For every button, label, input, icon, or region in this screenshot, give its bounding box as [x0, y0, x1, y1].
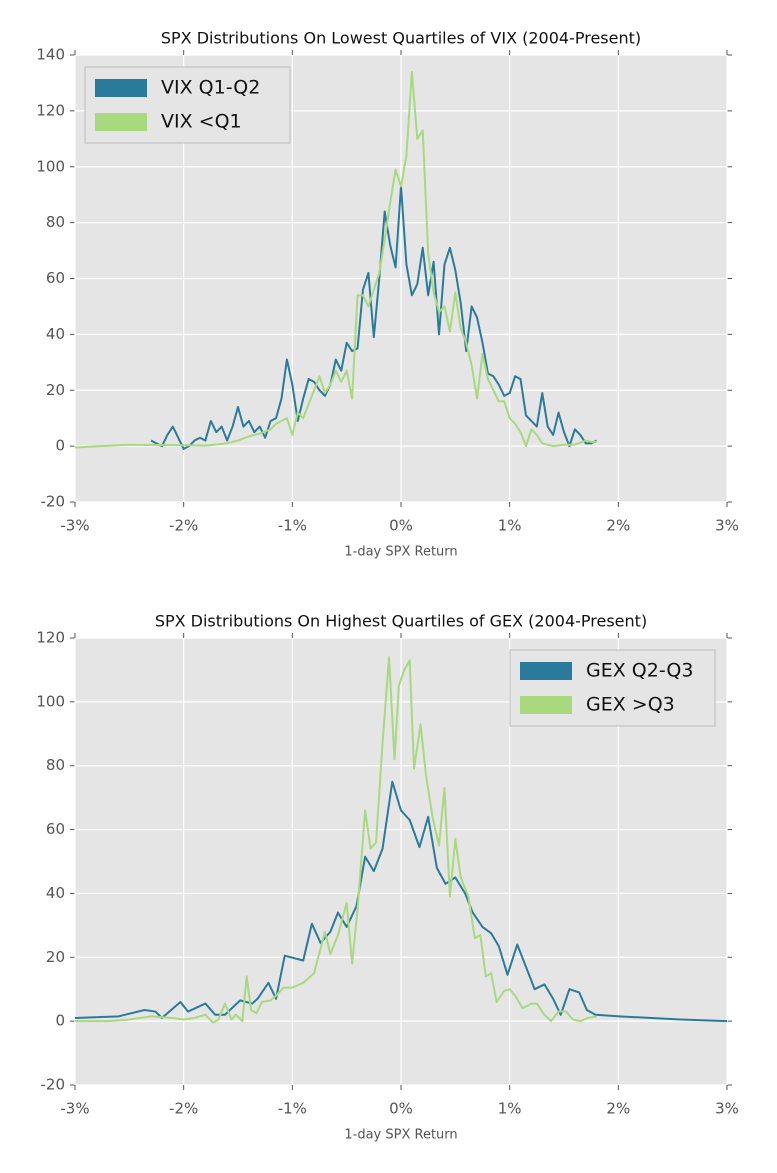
x-tick-label: 1% — [498, 517, 522, 535]
legend-label: VIX <Q1 — [161, 111, 242, 133]
x-tick-label: 2% — [606, 1100, 630, 1118]
chart: -20 0 20 40 60 80 100 120 -3% -2% -1% 0% 1% 2% 3% SPX D… — [36, 612, 739, 1143]
series-line — [74, 70, 597, 449]
x-tick-label: 3% — [715, 517, 739, 535]
legend: VIX Q1-Q2 VIX <Q1 — [84, 66, 291, 144]
x-axis-label: 1-day SPX Return — [344, 1128, 457, 1143]
x-tick-label: -1% — [278, 1100, 307, 1118]
y-tick-label: 100 — [36, 692, 65, 710]
series-line — [150, 185, 598, 450]
x-tick-label: -1% — [278, 517, 307, 535]
legend-label: GEX Q2-Q3 — [586, 660, 693, 682]
y-tick-label: 60 — [46, 269, 65, 287]
series-line — [74, 780, 728, 1023]
legend: GEX Q2-Q3 GEX >Q3 — [509, 649, 716, 727]
y-tick-label: 120 — [36, 101, 65, 119]
y-tick-label: 0 — [55, 1012, 65, 1030]
x-tick-label: 0% — [389, 1100, 413, 1118]
x-tick-label: 2% — [606, 517, 630, 535]
x-tick-label: 1% — [498, 1100, 522, 1118]
legend-label: VIX Q1-Q2 — [161, 77, 260, 99]
y-tick-label: 100 — [36, 157, 65, 175]
x-tick-label: 3% — [715, 1100, 739, 1118]
series-line — [75, 656, 597, 1024]
y-tick-label: 40 — [46, 884, 65, 902]
y-tick-label: -20 — [41, 493, 66, 511]
y-tick-label: -20 — [41, 1076, 66, 1094]
x-tick-label: -3% — [60, 517, 89, 535]
chart-title: SPX Distributions On Highest Quartiles o… — [155, 612, 647, 631]
y-tick-label: 120 — [36, 629, 65, 647]
y-tick-label: 40 — [46, 325, 65, 343]
legend-label: GEX >Q3 — [586, 694, 675, 716]
y-tick-label: 20 — [46, 948, 65, 966]
y-tick-label: 60 — [46, 820, 65, 838]
x-tick-label: -3% — [60, 1100, 89, 1118]
x-tick-label: 0% — [389, 517, 413, 535]
x-axis-label: 1-day SPX Return — [344, 545, 457, 560]
legend-swatch — [520, 662, 572, 680]
x-tick-label: -2% — [169, 517, 198, 535]
y-tick-label: 140 — [36, 46, 65, 64]
x-tick-label: -2% — [169, 1100, 198, 1118]
y-tick-label: 0 — [55, 437, 65, 455]
legend-swatch — [95, 79, 147, 97]
y-tick-label: 80 — [46, 213, 65, 231]
y-tick-label: 80 — [46, 756, 65, 774]
legend-swatch — [95, 113, 147, 131]
chart: -20 0 20 40 60 80 100 120 140 -3% -2% -1% 0% 1% 2% 3% SP… — [36, 29, 739, 560]
legend-swatch — [520, 696, 572, 714]
chart-title: SPX Distributions On Lowest Quartiles of… — [161, 29, 641, 48]
y-tick-label: 20 — [46, 381, 65, 399]
